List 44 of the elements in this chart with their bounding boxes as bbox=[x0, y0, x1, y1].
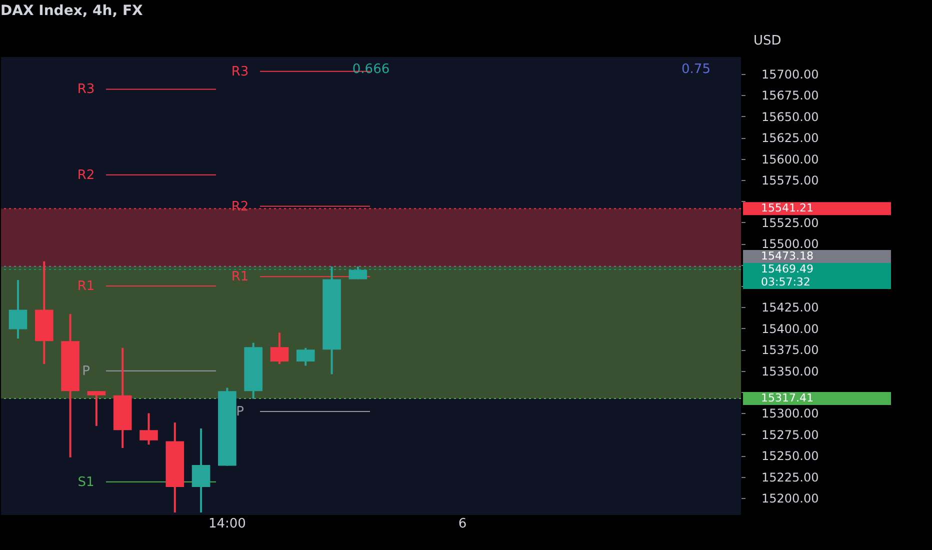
candlestick bbox=[192, 427, 210, 514]
y-tick-label: 15600.00 bbox=[762, 152, 819, 166]
ref-line-label: R2 bbox=[231, 199, 249, 214]
x-tick-label: 14:00 bbox=[208, 516, 246, 532]
ref-line-label: 15541.21 bbox=[761, 202, 814, 215]
y-tick-label: 15575.00 bbox=[762, 173, 819, 188]
ref-line-label: 15317.41 bbox=[761, 391, 814, 404]
y-tick-label: 15300.00 bbox=[762, 406, 819, 421]
ref-line-label: R3 bbox=[231, 64, 249, 80]
chart-title: DAX Index, 4h, FX bbox=[0, 3, 144, 19]
text: 03:57:32 bbox=[761, 275, 810, 288]
ref-line-label: R1 bbox=[231, 270, 249, 285]
x-tick-label: 6 bbox=[458, 516, 467, 532]
ref-line-label: R1 bbox=[77, 279, 95, 294]
y-axis-title: USD bbox=[754, 34, 782, 48]
y-tick-label: 15275.00 bbox=[762, 428, 819, 442]
candlestick bbox=[87, 390, 106, 427]
y-tick-label: 15675.00 bbox=[762, 88, 819, 103]
y-tick-label: 15250.00 bbox=[762, 449, 819, 464]
y-tick-label: 15525.00 bbox=[762, 216, 819, 230]
ref-line-label: P bbox=[82, 364, 90, 379]
candlestick bbox=[270, 332, 289, 366]
ref-line-label: 15473.18 bbox=[761, 249, 814, 262]
candlestick bbox=[140, 412, 158, 446]
y-tick-label: 15400.00 bbox=[762, 322, 819, 336]
y-tick-label: 15375.00 bbox=[762, 343, 819, 358]
y-tick-label: 15500.00 bbox=[762, 237, 819, 252]
y-tick-label: 15700.00 bbox=[762, 67, 819, 82]
ref-line-label: P bbox=[236, 404, 244, 420]
candlestick bbox=[8, 279, 28, 340]
y-tick-label: 15650.00 bbox=[762, 110, 819, 124]
candlestick bbox=[296, 346, 315, 367]
annotation: 0.666 bbox=[352, 62, 390, 77]
ref-line-label: R3 bbox=[77, 82, 95, 98]
y-tick-label: 15225.00 bbox=[762, 470, 819, 484]
annotation: 0.75 bbox=[682, 62, 710, 77]
y-tick-label: 15625.00 bbox=[762, 131, 819, 146]
y-tick-label: 15350.00 bbox=[762, 364, 819, 378]
ref-line-label: 15469.49 bbox=[761, 262, 814, 276]
ref-line-label: S1 bbox=[78, 474, 94, 490]
y-tick-label: 15200.00 bbox=[762, 492, 819, 506]
candlestick bbox=[348, 265, 368, 280]
y-tick-label: 15425.00 bbox=[762, 300, 819, 315]
ref-line-label: R2 bbox=[77, 168, 95, 183]
